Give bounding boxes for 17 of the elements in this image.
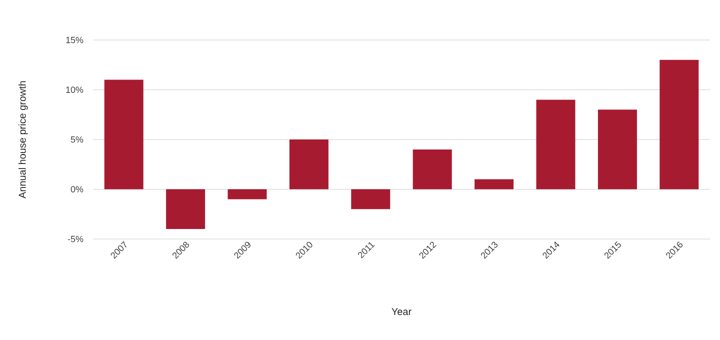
y-axis-title: Annual house price growth [18,81,28,198]
bar [660,60,699,190]
y-tick-label: 0% [70,186,84,192]
y-tick-label: 5% [70,136,84,143]
x-axis-title: Year [392,308,412,316]
bar [598,110,637,190]
y-tick-label: 15% [66,36,84,44]
bar [289,140,328,190]
bar [104,80,144,190]
bar [351,189,390,210]
y-tick-label: 10% [66,86,84,93]
bar [474,179,514,190]
bar [228,189,267,200]
bar [166,189,206,230]
bar [536,100,576,190]
y-tick-label: -5% [68,236,84,242]
bar [412,149,452,190]
